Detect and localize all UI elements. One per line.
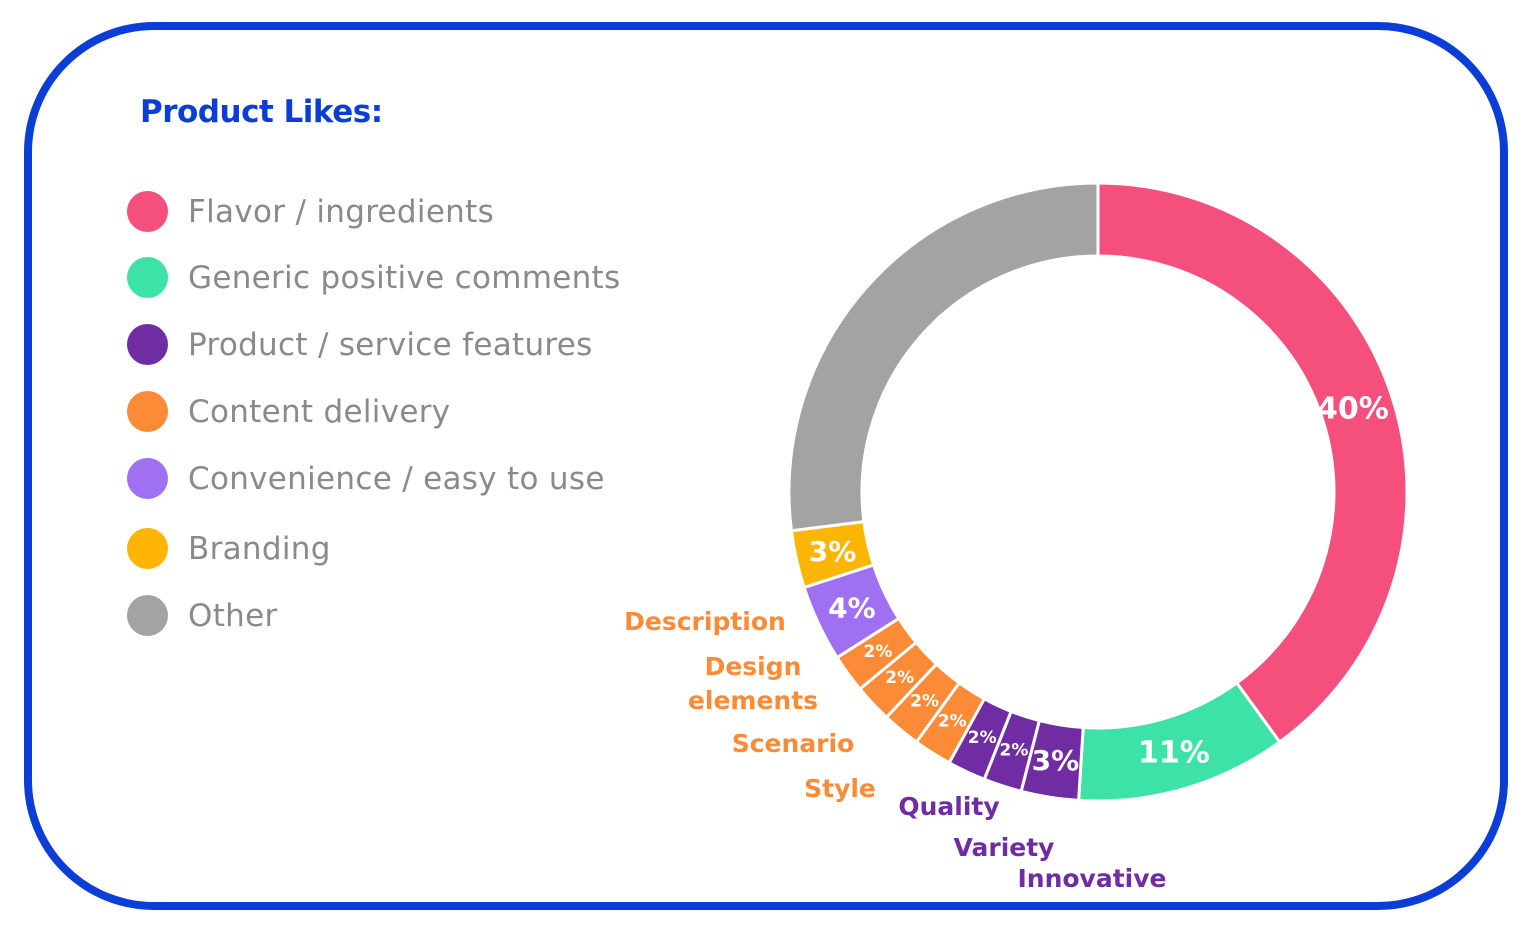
legend-label: Other bbox=[188, 597, 278, 634]
legend-label: Flavor / ingredients bbox=[188, 193, 495, 230]
slice-value-label: 4% bbox=[828, 591, 876, 624]
legend-swatch bbox=[127, 391, 168, 432]
legend-item-flavor-ingredients: Flavor / ingredients bbox=[127, 191, 494, 232]
slice-value-label: 2% bbox=[864, 642, 893, 662]
legend-swatch bbox=[127, 191, 168, 232]
slice-value-label: 2% bbox=[938, 712, 967, 732]
callout-style: Style bbox=[804, 774, 876, 803]
slice-value-label: 11% bbox=[1138, 736, 1210, 771]
legend-swatch bbox=[127, 595, 168, 636]
callout-design-elements: Design elements bbox=[688, 652, 818, 715]
legend-swatch bbox=[127, 257, 168, 298]
legend-item-content-delivery: Content delivery bbox=[127, 391, 450, 432]
legend-item-branding: Branding bbox=[127, 528, 331, 569]
legend-item-product-service-features: Product / service features bbox=[127, 324, 593, 365]
slice-value-label: 2% bbox=[1000, 741, 1029, 761]
slice-value-label: 2% bbox=[968, 728, 997, 748]
callout-innovative: Innovative bbox=[1017, 864, 1166, 893]
legend-label: Convenience / easy to use bbox=[188, 460, 605, 497]
legend-label: Content delivery bbox=[188, 393, 451, 430]
slice-value-label: 3% bbox=[809, 535, 857, 568]
legend-swatch bbox=[127, 528, 168, 569]
slice-value-label: 2% bbox=[885, 668, 914, 688]
legend-label: Generic positive comments bbox=[188, 259, 621, 296]
legend-item-generic-positive-comments: Generic positive comments bbox=[127, 257, 620, 298]
slice-value-label: 3% bbox=[1032, 744, 1080, 777]
slice-other bbox=[787, 181, 1100, 533]
legend-item-other: Other bbox=[127, 595, 278, 636]
slice-value-label: 40% bbox=[1317, 392, 1389, 427]
legend-swatch bbox=[127, 458, 168, 499]
legend-label: Branding bbox=[188, 530, 331, 567]
callout-variety: Variety bbox=[954, 833, 1055, 862]
callout-quality: Quality bbox=[898, 792, 999, 821]
callout-scenario: Scenario bbox=[732, 729, 855, 758]
slice-value-label: 2% bbox=[910, 692, 939, 712]
slice-flavor-ingredients bbox=[1096, 181, 1409, 745]
callout-description: Description bbox=[624, 607, 786, 636]
legend-label: Product / service features bbox=[188, 326, 593, 363]
chart-title: Product Likes: bbox=[140, 94, 383, 130]
legend-item-convenience-easy-to-use: Convenience / easy to use bbox=[127, 458, 605, 499]
chart-card bbox=[24, 22, 1508, 910]
legend-swatch bbox=[127, 324, 168, 365]
